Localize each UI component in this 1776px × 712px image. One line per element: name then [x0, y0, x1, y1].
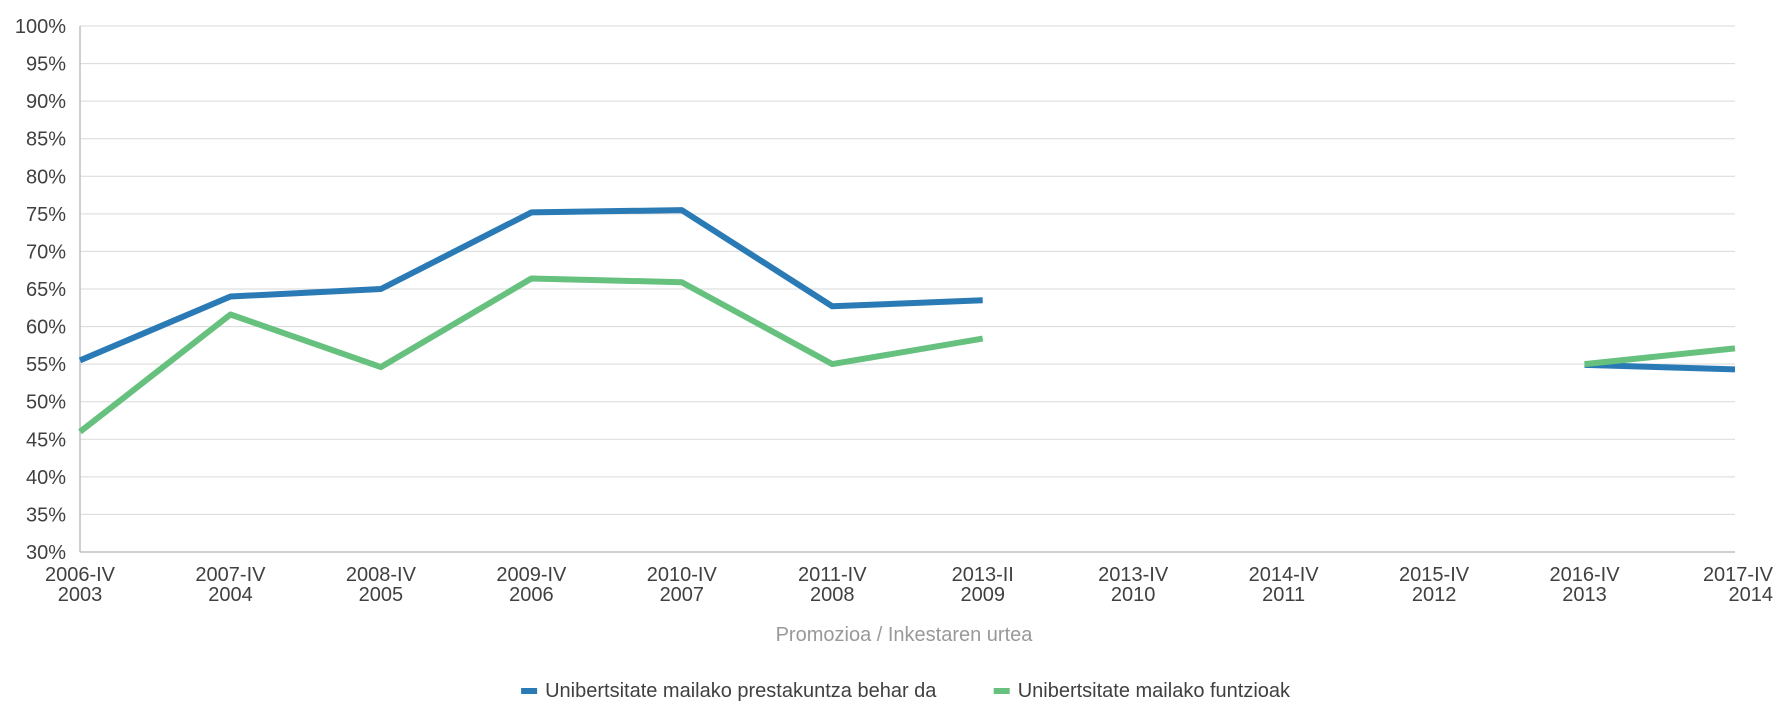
- x-tick-label: 2007-IV 2004: [195, 564, 266, 606]
- legend-label: Unibertsitate mailako funtzioak: [1018, 680, 1291, 702]
- series-line-2: [78, 275, 984, 435]
- series-lines: [78, 207, 1736, 435]
- y-tick-label: 60%: [26, 317, 66, 339]
- y-tick-label: 50%: [26, 392, 66, 414]
- grid-lines: [80, 25, 1735, 515]
- x-tick-label: 2013-II 2009: [952, 564, 1014, 606]
- x-tick-label: 2016-IV 2013: [1550, 564, 1621, 606]
- y-tick-label: 65%: [26, 279, 66, 301]
- x-tick-label: 2009-IV 2006: [496, 564, 567, 606]
- x-tick-label: 2015-IV 2012: [1399, 564, 1470, 606]
- legend-item: Unibertsitate mailako funtzioak: [993, 680, 1291, 702]
- x-tick-label: 2011-IV 2008: [798, 564, 867, 606]
- x-tick-label: 2006-IV 2003: [45, 564, 116, 606]
- y-tick-label: 70%: [26, 241, 66, 263]
- y-tick-label: 55%: [26, 354, 66, 376]
- y-tick-label: 100%: [15, 16, 66, 38]
- x-tick-label: 2008-IV 2005: [346, 564, 417, 606]
- y-tick-label: 95%: [26, 54, 66, 76]
- y-tick-label: 35%: [26, 504, 66, 526]
- series-line-2: [1584, 345, 1736, 368]
- y-tick-label: 30%: [26, 542, 66, 564]
- legend: Unibertsitate mailako prestakuntza behar…: [521, 680, 1291, 702]
- x-axis-title: Promozioa / Inkestaren urtea: [776, 624, 1034, 646]
- legend-item: Unibertsitate mailako prestakuntza behar…: [521, 680, 937, 702]
- y-tick-label: 90%: [26, 91, 66, 113]
- legend-label: Unibertsitate mailako prestakuntza behar…: [545, 680, 937, 702]
- y-tick-label: 80%: [26, 166, 66, 188]
- legend-swatch: [521, 688, 538, 694]
- axis-tick-labels: 30% 35% 40% 45% 50% 55% 60% 65% 70% 75% 80% 85% 90% 9…: [15, 16, 1774, 606]
- y-tick-label: 40%: [26, 467, 66, 489]
- y-tick-label: 75%: [26, 204, 66, 226]
- x-tick-label: 2013-IV 2010: [1098, 564, 1169, 606]
- y-tick-label: 85%: [26, 129, 66, 151]
- y-tick-label: 45%: [26, 429, 66, 451]
- x-tick-label: 2014-IV 2011: [1249, 564, 1320, 606]
- x-tick-label: 2010-IV 2007: [647, 564, 718, 606]
- series-line-1: [78, 207, 983, 364]
- series-line-1: [1584, 361, 1736, 373]
- legend-swatch: [993, 688, 1010, 694]
- axes: [79, 26, 1735, 553]
- x-tick-label: 2017-IV 2014: [1703, 564, 1774, 606]
